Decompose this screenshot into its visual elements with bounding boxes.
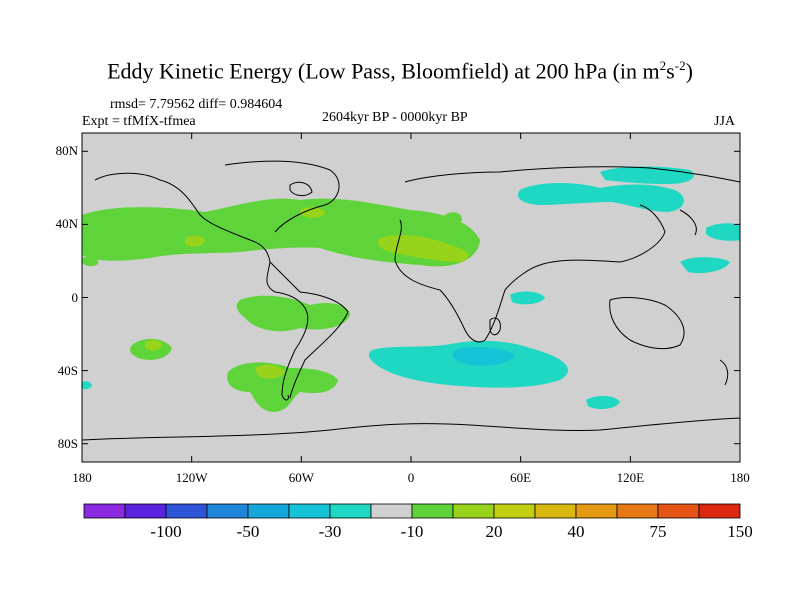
- colorbar-label: 150: [727, 522, 753, 541]
- madagascar-coast: [489, 317, 501, 336]
- x-tick-label: 60E: [510, 470, 532, 485]
- strong-patch-5: [300, 207, 325, 218]
- experiment-label: Expt = tfMfX-tfmea: [82, 114, 196, 129]
- far-south-pacific-negative: [82, 381, 92, 390]
- period-label: 2604kyr BP - 0000kyr BP: [322, 110, 468, 125]
- strong-patch-2: [377, 235, 469, 262]
- y-tick-label: 80S: [57, 435, 78, 451]
- north-america-east-coast: [224, 160, 340, 233]
- positive-strong-regions: [145, 207, 469, 379]
- strong-patch-1: [185, 235, 205, 247]
- arctic-coast: [404, 166, 740, 183]
- colorbar-label: -30: [318, 522, 342, 541]
- strong-negative-patch: [452, 347, 515, 366]
- south-indian-negative: [586, 396, 620, 410]
- y-tick-label: 40N: [55, 216, 78, 232]
- map-title: Eddy Kinetic Energy (Low Pass, Bloomfiel…: [107, 58, 693, 84]
- x-tick-label: 120W: [175, 470, 208, 485]
- axis-tick-marks: [81, 133, 741, 462]
- y-tick-label: 0: [71, 289, 79, 305]
- mediterranean-positive: [445, 212, 462, 225]
- northern-jet-positive: [82, 198, 480, 267]
- positive-anomaly-regions: [82, 198, 480, 412]
- greenland-coast: [289, 181, 313, 197]
- map-field: [82, 133, 740, 462]
- season-label: JJA: [714, 114, 736, 129]
- strong-patch-3: [145, 339, 162, 351]
- colorbar-label: 75: [649, 522, 667, 541]
- south-america-east-coast: [269, 261, 349, 399]
- y-tick-label: 40S: [57, 362, 78, 378]
- x-tick-label: 180: [730, 470, 750, 485]
- colorbar-label: 20: [485, 522, 503, 541]
- eurasia-negative: [518, 183, 684, 212]
- west-pacific-negative: [680, 257, 730, 274]
- antarctica-coast: [82, 417, 740, 441]
- negative-strong-regions: [452, 347, 515, 366]
- x-tick-label: 0: [407, 470, 415, 485]
- stats-label: rmsd= 7.79562 diff= 0.984604: [110, 97, 283, 112]
- arabian-negative: [510, 291, 545, 305]
- pacific-positive-small: [82, 256, 99, 267]
- y-tick-label: 80N: [55, 143, 78, 159]
- colorbar-label: -50: [236, 522, 260, 541]
- north-pacific-negative: [706, 223, 740, 241]
- colorbar-label: 40: [567, 522, 585, 541]
- coastlines: [82, 160, 740, 441]
- eurasia-africa-coast: [394, 204, 666, 343]
- americas-coast: [94, 172, 309, 401]
- colorbar-label: -100: [150, 522, 182, 541]
- x-tick-label: 60W: [288, 470, 314, 485]
- colorbar-label: -10: [400, 522, 424, 541]
- new-zealand-coast: [719, 359, 729, 386]
- japan-coast: [679, 209, 697, 236]
- x-tick-label: 180: [72, 470, 92, 485]
- x-tick-label: 120E: [616, 470, 645, 485]
- strong-patch-4: [255, 364, 285, 379]
- australia-coast: [609, 297, 685, 350]
- south-america-positive: [236, 295, 350, 332]
